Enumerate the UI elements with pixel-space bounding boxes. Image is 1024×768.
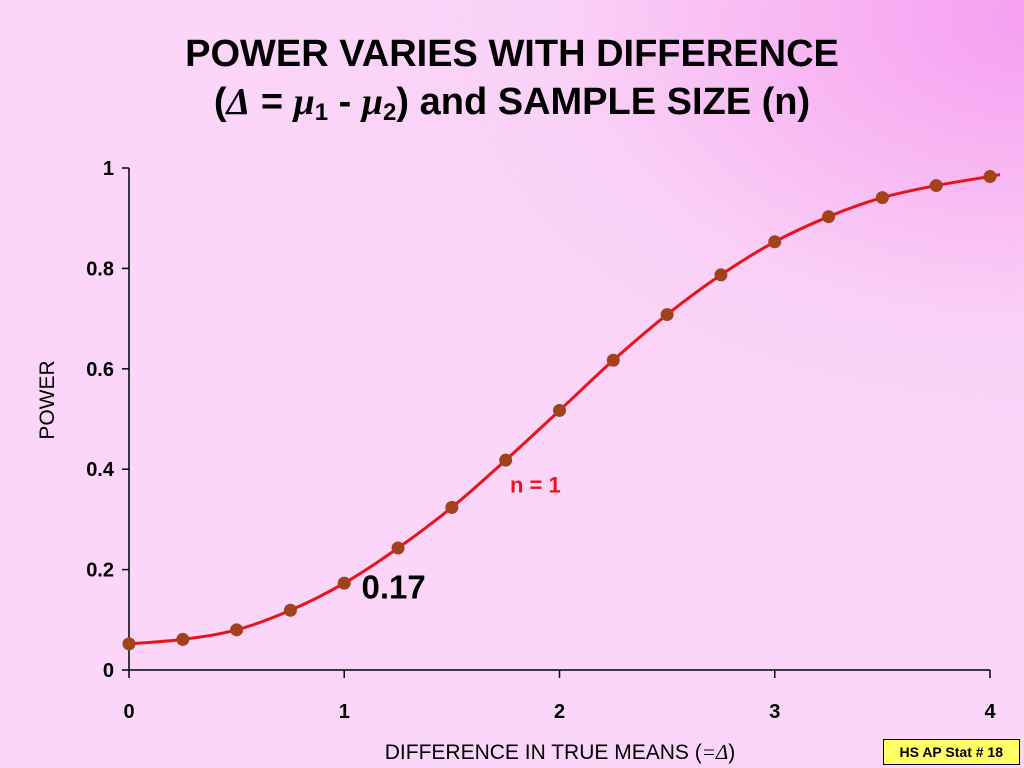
data-point xyxy=(768,235,782,249)
data-point xyxy=(337,576,351,590)
x-tick-label: 1 xyxy=(339,701,350,723)
title-open-paren: ( xyxy=(213,81,227,123)
data-point xyxy=(714,268,728,282)
data-point xyxy=(553,403,566,417)
data-point xyxy=(660,308,674,322)
series-label-n1: n = 1 xyxy=(510,472,561,497)
title-delta-symbol: Δ xyxy=(226,81,251,123)
power-value-annotation: 0.17 xyxy=(361,569,425,606)
data-point xyxy=(391,541,405,555)
slide-number-badge: HS AP Stat # 18 xyxy=(882,739,1020,765)
x-tick-label: 3 xyxy=(769,701,780,723)
title-equals: = xyxy=(250,81,294,123)
data-point xyxy=(822,210,836,224)
x-axis-label: DIFFERENCE IN TRUE MEANS (=Δ) xyxy=(0,740,1024,765)
data-point xyxy=(176,632,190,646)
data-point xyxy=(283,603,297,617)
y-axis-label: POWER xyxy=(36,360,59,440)
title-line-1: POWER VARIES WITH DIFFERENCE xyxy=(185,33,839,75)
title-mu2-subscript: 2 xyxy=(383,99,397,126)
x-axis-label-close-paren: ) xyxy=(728,741,736,764)
x-axis-label-equals: = xyxy=(701,740,716,764)
data-point xyxy=(983,170,997,184)
y-tick-label: 0.4 xyxy=(86,459,115,481)
title-mu1-subscript: 1 xyxy=(314,99,329,126)
slide-title: POWER VARIES WITH DIFFERENCE (Δ = μ1 - μ… xyxy=(0,30,1024,126)
x-axis-label-open-paren: ( xyxy=(694,741,702,764)
chart-ticks: 0 0.2 0.4 0.6 0.8 1 0 1 2 3 4 xyxy=(86,158,996,723)
data-point xyxy=(499,453,513,467)
chart-annotations: n = 1 0.17 xyxy=(361,472,560,605)
y-tick-label: 0.6 xyxy=(86,359,114,381)
title-rest: and SAMPLE SIZE (n) xyxy=(409,81,811,123)
power-chart: 0 0.2 0.4 0.6 0.8 1 0 1 2 3 4 n = 1 0.17 xyxy=(86,158,1001,723)
title-close-paren: ) xyxy=(396,81,410,123)
y-tick-label: 0.8 xyxy=(86,258,114,280)
title-minus: - xyxy=(328,81,362,123)
x-tick-label: 4 xyxy=(984,701,996,723)
y-tick-label: 0.2 xyxy=(86,560,114,582)
data-point xyxy=(445,500,459,514)
x-axis-label-delta: Δ xyxy=(715,740,729,764)
y-tick-label: 1 xyxy=(103,158,114,180)
x-axis-label-text: DIFFERENCE IN TRUE MEANS xyxy=(384,741,689,764)
chart-series xyxy=(122,170,1001,651)
x-tick-label: 2 xyxy=(554,701,565,723)
title-mu1-symbol: μ xyxy=(293,81,315,123)
y-tick-label: 0 xyxy=(103,660,114,682)
data-point xyxy=(230,623,244,637)
title-mu2-symbol: μ xyxy=(361,81,384,123)
chart-axes xyxy=(128,168,990,671)
y-axis-label-box: POWER xyxy=(22,360,74,439)
data-point xyxy=(122,637,136,651)
x-tick-label: 0 xyxy=(123,701,134,723)
data-point xyxy=(875,191,889,205)
title-line-2: (Δ = μ1 - μ2) and SAMPLE SIZE (n) xyxy=(0,78,1024,126)
data-point xyxy=(606,353,620,367)
data-point xyxy=(929,179,943,193)
